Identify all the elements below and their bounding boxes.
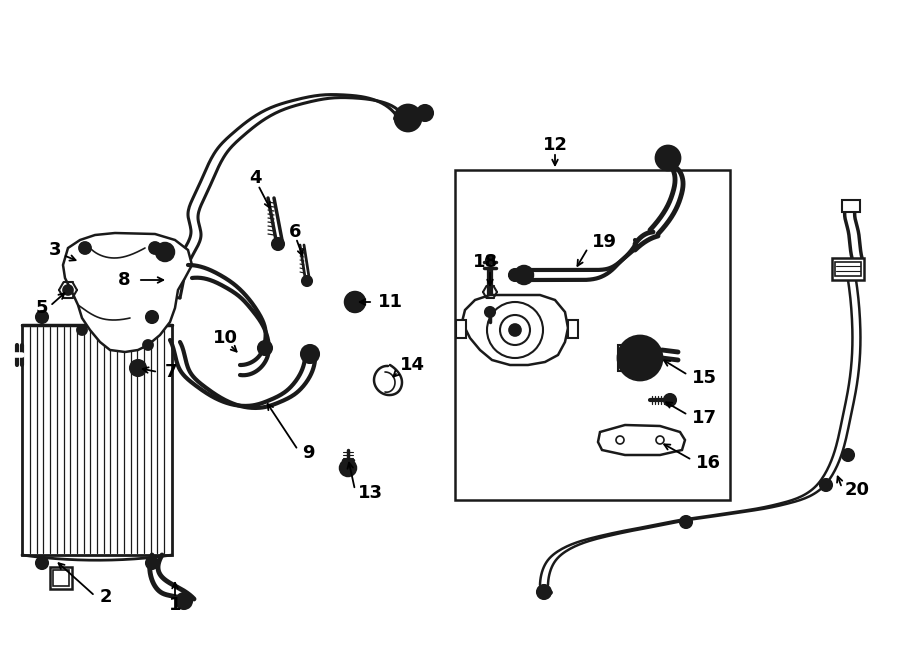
- Polygon shape: [462, 295, 568, 365]
- Text: 2: 2: [100, 588, 112, 606]
- Circle shape: [395, 105, 421, 131]
- Bar: [832, 258, 864, 280]
- Text: 12: 12: [543, 136, 568, 154]
- Bar: [842, 200, 860, 212]
- Text: 4: 4: [248, 169, 261, 187]
- Bar: [456, 320, 466, 338]
- Text: 10: 10: [212, 329, 238, 347]
- Circle shape: [258, 341, 272, 355]
- Text: 18: 18: [472, 253, 498, 271]
- Bar: [50, 567, 72, 589]
- Text: 9: 9: [302, 444, 314, 462]
- Bar: [53, 570, 69, 586]
- Circle shape: [486, 256, 494, 264]
- Circle shape: [345, 292, 365, 312]
- Text: 13: 13: [358, 484, 383, 502]
- Circle shape: [302, 276, 312, 286]
- Circle shape: [845, 452, 851, 458]
- Text: 8: 8: [117, 271, 130, 289]
- Circle shape: [79, 242, 91, 254]
- Circle shape: [842, 449, 854, 461]
- Circle shape: [149, 242, 161, 254]
- Text: 11: 11: [378, 293, 403, 311]
- Circle shape: [36, 557, 48, 569]
- Circle shape: [401, 111, 415, 125]
- Circle shape: [820, 479, 832, 491]
- Text: 7: 7: [165, 363, 177, 381]
- Circle shape: [63, 285, 73, 295]
- Circle shape: [823, 482, 829, 488]
- Text: 3: 3: [49, 241, 61, 259]
- Circle shape: [36, 311, 48, 323]
- Text: 1: 1: [169, 596, 181, 614]
- Circle shape: [146, 311, 158, 323]
- Circle shape: [143, 340, 153, 350]
- Polygon shape: [63, 233, 192, 352]
- Circle shape: [146, 557, 158, 569]
- Circle shape: [417, 105, 433, 121]
- Circle shape: [656, 146, 680, 170]
- Circle shape: [149, 314, 155, 320]
- Circle shape: [149, 560, 155, 566]
- Circle shape: [635, 353, 645, 363]
- Circle shape: [509, 269, 521, 281]
- Circle shape: [618, 336, 662, 380]
- Text: 19: 19: [592, 233, 617, 251]
- Bar: [568, 320, 578, 338]
- Circle shape: [515, 266, 533, 284]
- Text: 15: 15: [692, 369, 717, 387]
- Circle shape: [680, 516, 692, 528]
- Bar: [455, 170, 730, 500]
- Circle shape: [509, 324, 521, 336]
- Polygon shape: [598, 425, 685, 455]
- Text: 5: 5: [36, 299, 49, 317]
- Circle shape: [156, 243, 174, 261]
- Text: 20: 20: [845, 481, 870, 499]
- Text: 17: 17: [692, 409, 717, 427]
- Text: 6: 6: [289, 223, 302, 241]
- Circle shape: [39, 560, 45, 566]
- Bar: [22, 325, 172, 555]
- Circle shape: [485, 307, 495, 317]
- Circle shape: [301, 345, 319, 363]
- Circle shape: [340, 460, 356, 476]
- Circle shape: [683, 519, 689, 525]
- Bar: [835, 262, 861, 276]
- Circle shape: [176, 593, 192, 609]
- Text: 16: 16: [696, 454, 721, 472]
- Circle shape: [77, 325, 87, 335]
- Circle shape: [537, 585, 551, 599]
- Circle shape: [130, 360, 146, 376]
- Circle shape: [664, 394, 676, 406]
- Bar: [618, 345, 640, 371]
- Circle shape: [39, 314, 45, 320]
- Text: 14: 14: [400, 356, 425, 374]
- Circle shape: [272, 238, 284, 250]
